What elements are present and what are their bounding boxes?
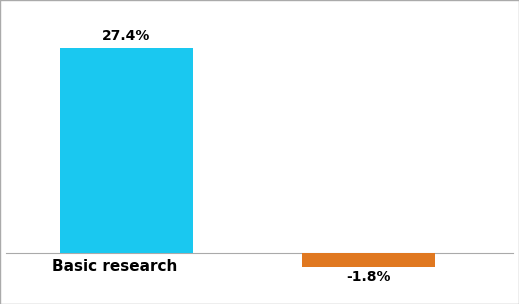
Text: -1.8%: -1.8% <box>346 270 391 284</box>
Text: 27.4%: 27.4% <box>102 29 151 43</box>
Bar <box>60 48 193 254</box>
Text: Basic research: Basic research <box>52 259 177 275</box>
Bar <box>302 254 435 267</box>
